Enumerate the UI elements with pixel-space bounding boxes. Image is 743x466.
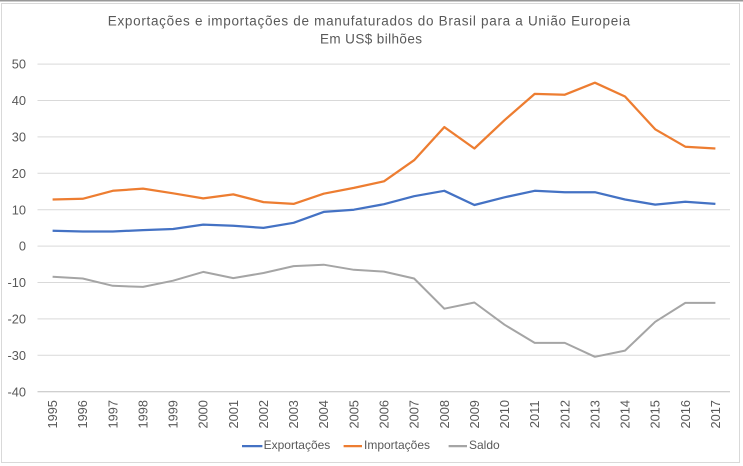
svg-text:20: 20 — [12, 166, 26, 181]
svg-text:1998: 1998 — [136, 400, 151, 428]
svg-text:1997: 1997 — [105, 400, 120, 428]
svg-text:Exportações e importações de m: Exportações e importações de manufaturad… — [108, 14, 631, 29]
svg-text:0: 0 — [19, 239, 26, 254]
svg-text:2014: 2014 — [618, 400, 633, 428]
svg-text:40: 40 — [12, 93, 26, 108]
svg-text:2009: 2009 — [467, 400, 482, 428]
svg-text:Importações: Importações — [364, 438, 430, 452]
svg-text:-20: -20 — [8, 311, 27, 326]
svg-text:-30: -30 — [8, 348, 27, 363]
svg-text:2004: 2004 — [316, 400, 331, 428]
svg-text:Em US$ bilhões: Em US$ bilhões — [320, 32, 422, 47]
svg-text:2002: 2002 — [256, 400, 271, 428]
svg-text:2003: 2003 — [286, 400, 301, 428]
svg-text:1996: 1996 — [75, 400, 90, 428]
svg-text:1999: 1999 — [166, 400, 181, 428]
svg-text:2011: 2011 — [527, 401, 542, 429]
svg-text:2006: 2006 — [377, 400, 392, 428]
svg-text:1995: 1995 — [45, 400, 60, 428]
svg-text:2017: 2017 — [708, 400, 723, 428]
svg-text:-40: -40 — [8, 384, 27, 399]
svg-text:Exportações: Exportações — [264, 438, 331, 452]
svg-text:50: 50 — [12, 57, 26, 72]
svg-text:30: 30 — [12, 129, 26, 144]
svg-text:2008: 2008 — [437, 400, 452, 428]
svg-text:-10: -10 — [8, 275, 27, 290]
svg-text:2012: 2012 — [557, 400, 572, 428]
svg-text:2000: 2000 — [196, 400, 211, 428]
svg-text:2001: 2001 — [226, 400, 241, 428]
svg-text:Saldo: Saldo — [469, 438, 500, 452]
svg-text:2010: 2010 — [497, 400, 512, 428]
svg-text:2005: 2005 — [346, 400, 361, 428]
svg-text:10: 10 — [12, 202, 26, 217]
svg-text:2013: 2013 — [587, 400, 602, 428]
svg-text:2016: 2016 — [678, 400, 693, 428]
svg-text:2015: 2015 — [648, 400, 663, 428]
svg-text:2007: 2007 — [407, 400, 422, 428]
